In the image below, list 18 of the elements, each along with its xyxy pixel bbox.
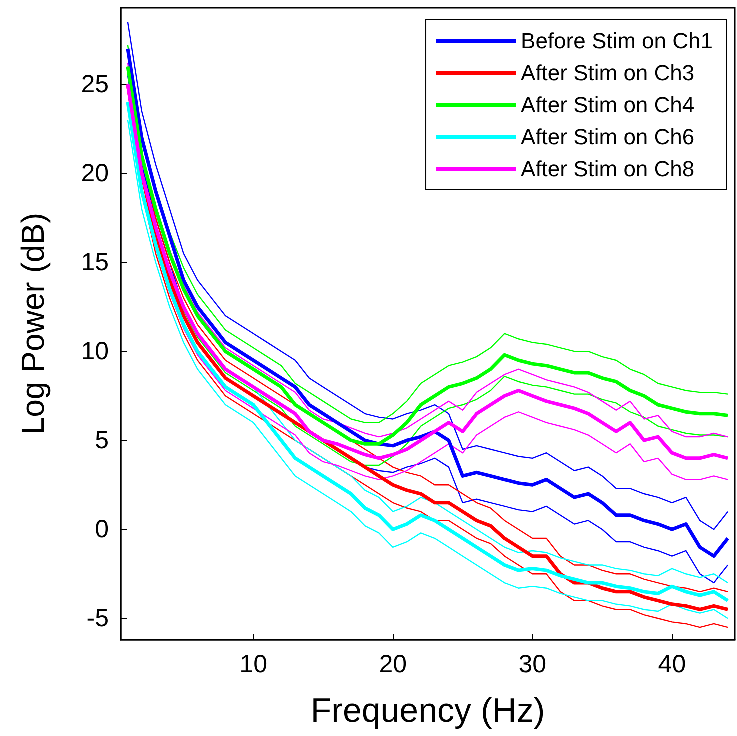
legend-label: After Stim on Ch3 <box>521 60 695 86</box>
x-tick-label: 20 <box>379 650 408 678</box>
x-tick-label: 40 <box>658 650 686 678</box>
y-tick-label: 0 <box>95 516 109 544</box>
y-tick-label: 10 <box>81 338 109 366</box>
x-axis-title: Frequency (Hz) <box>310 692 546 730</box>
x-tick-label: 30 <box>518 650 547 678</box>
y-tick-label: 20 <box>81 160 109 188</box>
y-tick-label: 15 <box>81 248 109 277</box>
legend-label: After Stim on Ch8 <box>521 156 695 182</box>
y-tick-label: -5 <box>86 604 109 633</box>
y-axis-title: Log Power (dB) <box>15 212 51 436</box>
legend-label: After Stim on Ch4 <box>521 92 695 118</box>
y-tick-label: 25 <box>81 70 109 99</box>
x-tick-label: 10 <box>240 650 268 678</box>
y-tick-label: 5 <box>95 426 109 455</box>
legend-label: Before Stim on Ch1 <box>521 28 713 54</box>
legend-label: After Stim on Ch6 <box>521 124 695 150</box>
